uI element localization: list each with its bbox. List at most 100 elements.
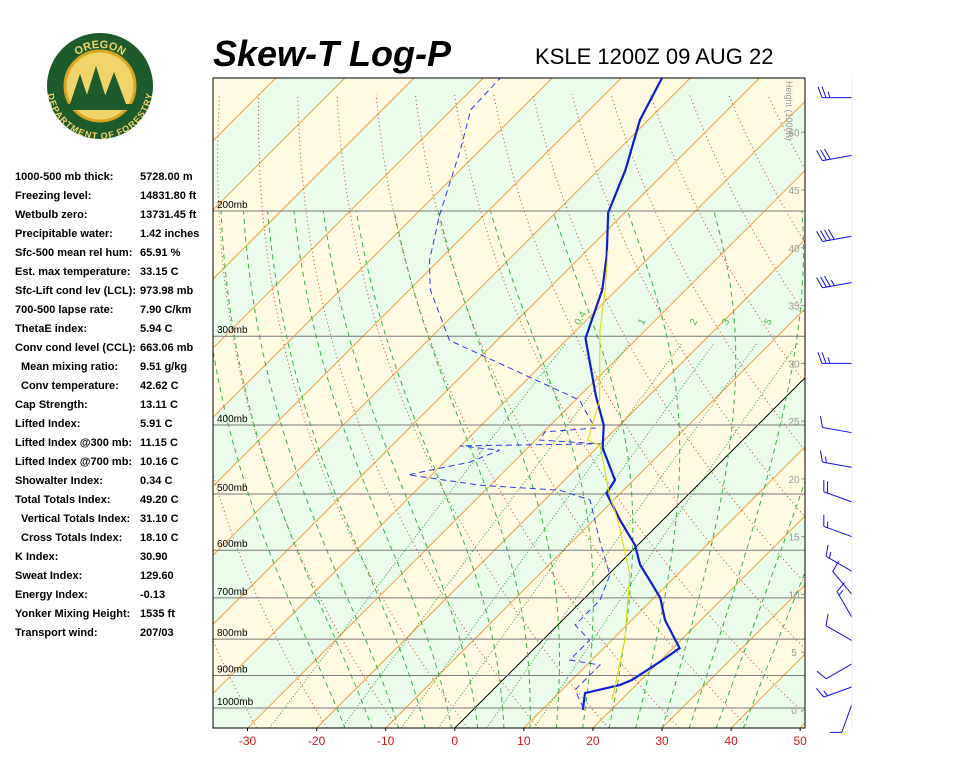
index-value: 14831.80 ft (140, 190, 197, 202)
barb-feather (824, 229, 831, 241)
barb-staff (836, 591, 853, 618)
barb-feather (827, 229, 835, 240)
index-label: Energy Index: (15, 589, 88, 601)
y2-tick-label: 0 (791, 706, 797, 717)
y-tick-label: 900mb (217, 664, 248, 675)
moist-adiabat (437, 210, 560, 728)
barb-staff (841, 704, 853, 733)
isotherm (592, 515, 805, 728)
index-value: 9.51 g/kg (140, 361, 187, 373)
y-tick-label: 1000mb (217, 697, 254, 708)
x-tick-label: 10 (517, 734, 531, 748)
index-value: 10.16 C (140, 456, 179, 468)
temp-band (213, 78, 414, 279)
y2-tick-label: 15 (788, 533, 800, 544)
dry-adiabat (924, 94, 960, 728)
moist-adiabat (742, 571, 805, 728)
index-label: Vertical Totals Index: (21, 513, 130, 525)
index-label: Transport wind: (15, 627, 98, 639)
isotherm (213, 78, 691, 557)
wind-barb (815, 686, 853, 698)
barb-staff (822, 235, 853, 242)
index-value: 1535 ft (140, 608, 175, 620)
x-tick-label: 30 (655, 734, 669, 748)
moist-adiabat (220, 210, 373, 728)
wind-barb (819, 450, 853, 468)
barb-half (827, 357, 831, 364)
temp-band (213, 101, 805, 728)
wind-barb (817, 86, 852, 99)
temp-band (213, 78, 345, 210)
y-tick-label: 300mb (217, 325, 248, 336)
index-value: 5.94 C (140, 323, 172, 335)
barb-staff (822, 426, 853, 434)
barb-feather (820, 276, 827, 288)
barb-feather (815, 687, 825, 698)
mixing-ratio-label: 8 (803, 317, 816, 328)
plot-border (212, 77, 806, 729)
index-label: Yonker Mixing Height: (15, 608, 130, 620)
wind-barb (816, 275, 853, 289)
barb-feather (824, 148, 831, 160)
moist-adiabat (393, 210, 531, 728)
mixing-ratio-label: 2 (688, 317, 701, 328)
index-value: 973.98 mb (140, 285, 193, 297)
barb-half (838, 589, 844, 596)
barb-staff (823, 491, 853, 503)
moist-adiabat (490, 210, 594, 728)
indices-list: 1000-500 mb thick: 5728.00 m Freezing leve… (15, 171, 199, 639)
isotherm (213, 78, 346, 211)
moist-adiabat (688, 210, 804, 728)
barb-staff (825, 555, 853, 572)
barb-staff (823, 525, 853, 538)
index-label: 700-500 lapse rate: (15, 304, 113, 316)
y-tick-label: 700mb (217, 587, 248, 598)
barb-staff (823, 686, 853, 698)
isotherm (213, 78, 760, 626)
y-tick-label: 800mb (217, 628, 248, 639)
isotherm (213, 78, 622, 487)
x-tick-label: 50 (793, 734, 807, 748)
wind-barb (836, 582, 853, 618)
index-value: 7.90 C/km (140, 304, 192, 316)
barb-feather (816, 231, 823, 242)
index-label: Wetbulb zero: (15, 209, 88, 221)
profile-line (587, 250, 631, 700)
index-value: 31.10 C (140, 513, 179, 525)
index-value: 13731.45 ft (140, 209, 197, 221)
index-value: 18.10 C (140, 532, 179, 544)
barb-feather (816, 150, 823, 161)
temp-band (731, 654, 805, 728)
barb-feather (819, 450, 823, 463)
temp-band (800, 723, 805, 728)
mixing-ratio-label: 5 (762, 317, 775, 328)
index-label: Total Totals Index: (15, 494, 111, 506)
dry-adiabat (217, 94, 398, 728)
chart-title: Skew-T Log-P (213, 33, 452, 74)
barb-feather (819, 415, 823, 428)
barb-feather (825, 544, 829, 557)
moist-adiabat (552, 210, 634, 728)
barb-staff (822, 461, 853, 468)
isotherm (213, 78, 415, 280)
mixing-ratio-line (341, 342, 630, 728)
moist-adiabat (243, 210, 400, 728)
y2-tick-label: 35 (788, 302, 800, 313)
logo-ground (68, 104, 132, 110)
mixing-ratio-line (269, 342, 567, 728)
index-value: 1.42 inches (140, 228, 199, 240)
index-value: 30.90 (140, 551, 168, 563)
index-label: Lifted Index @300 mb: (15, 437, 132, 449)
barb-feather (816, 277, 823, 288)
y2-axis-label: Height (1000ft) (784, 81, 794, 141)
index-label: Est. max temperature: (15, 266, 131, 278)
barb-half (823, 690, 828, 697)
isotherm (213, 100, 805, 695)
index-label: ThetaE index: (15, 323, 87, 335)
index-label: Mean mixing ratio: (21, 361, 118, 373)
moist-adiabat (715, 479, 805, 728)
y-tick-label: 500mb (217, 483, 248, 494)
index-label: K Index: (15, 551, 58, 563)
barb-feather (821, 86, 827, 98)
